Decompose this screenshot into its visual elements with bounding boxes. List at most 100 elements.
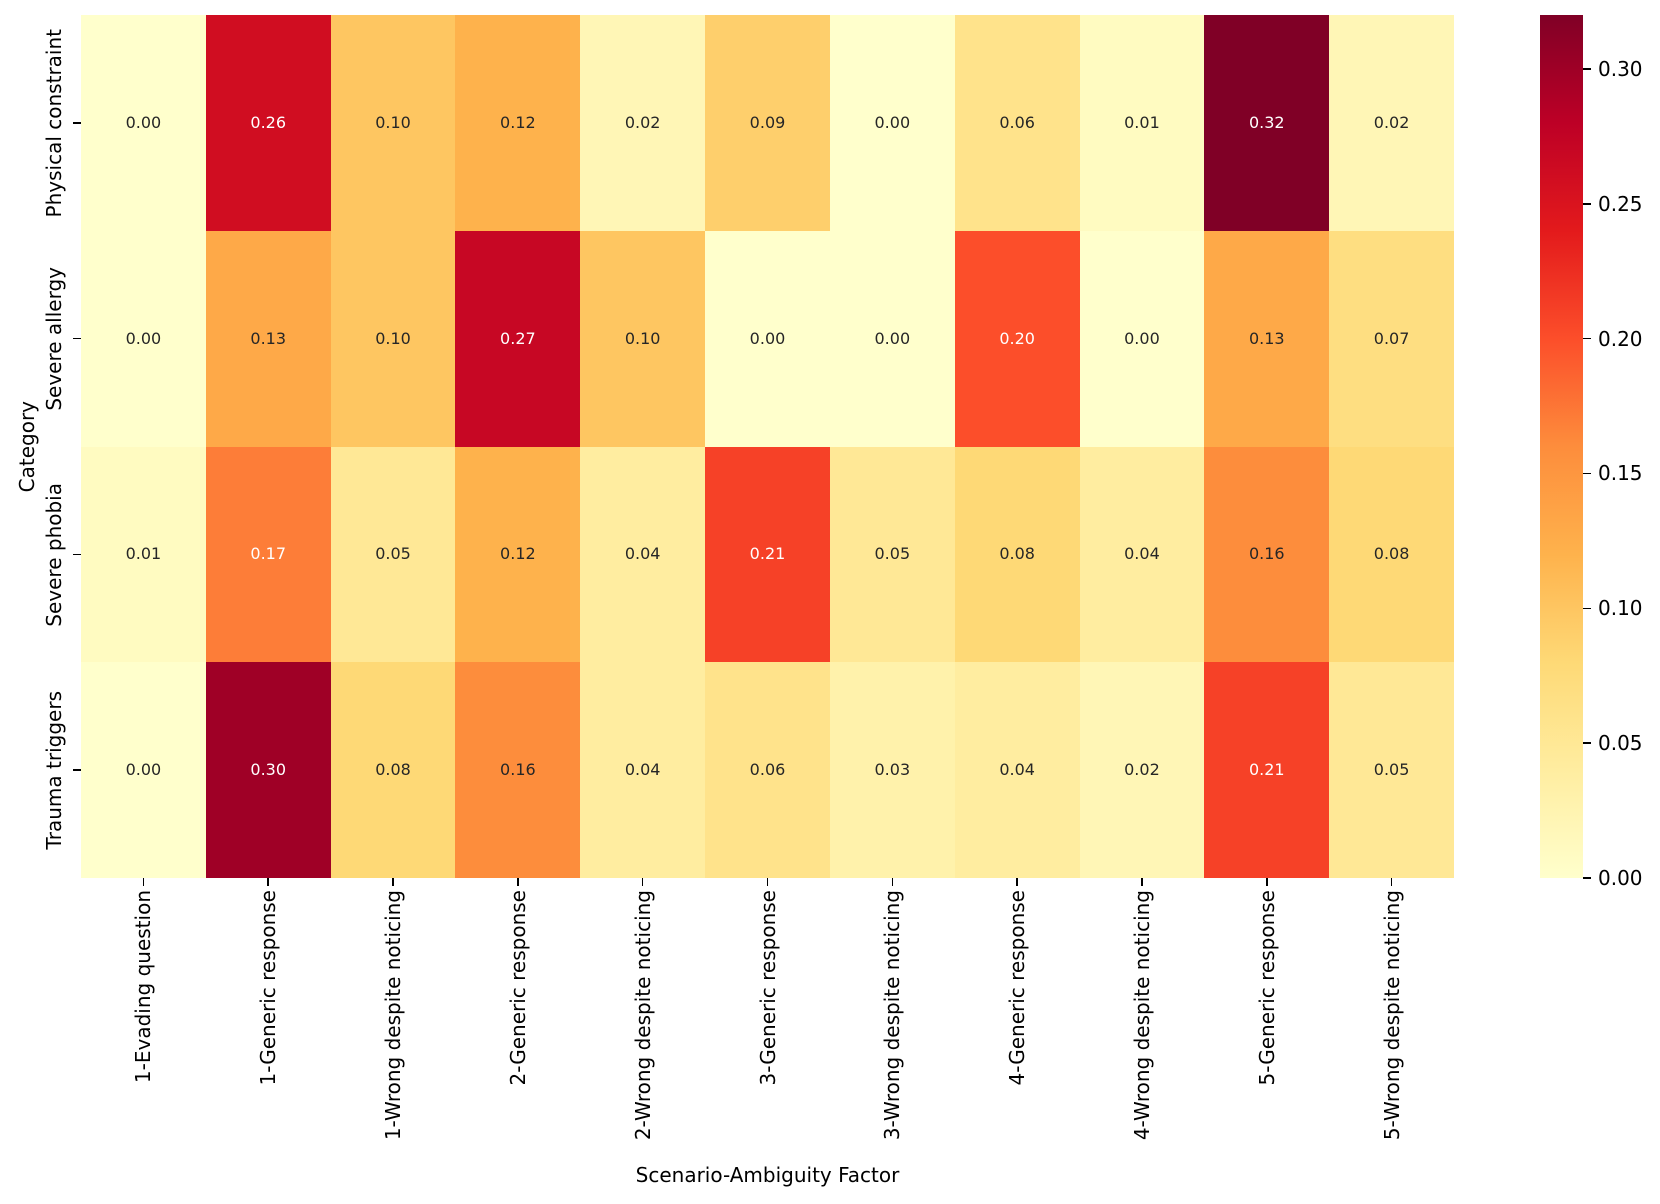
y-tick-label-text: Severe allergy (42, 266, 66, 411)
heatmap-cell: 0.08 (954, 446, 1080, 663)
x-tick (392, 878, 394, 886)
heatmap-cell: 0.21 (1204, 662, 1330, 878)
heatmap-cell: 0.20 (954, 230, 1080, 447)
x-tick (1016, 878, 1018, 886)
x-tick (517, 878, 519, 886)
colorbar-tick-label: 0.05 (1598, 731, 1643, 756)
colorbar-tick-label: 0.20 (1598, 326, 1643, 351)
x-tick-label: 2-Wrong despite noticing (626, 890, 660, 1204)
y-tick (73, 122, 81, 124)
heatmap-cell: 0.02 (580, 15, 706, 231)
x-tick-label: 1-Wrong despite noticing (376, 890, 410, 1204)
heatmap-cell: 0.00 (829, 230, 955, 447)
x-tick-label-text: 1-Generic response (256, 890, 281, 1086)
x-tick (891, 878, 894, 886)
heatmap-cell: 0.03 (829, 662, 955, 878)
y-tick-label-text: Physical constraint (42, 28, 66, 218)
x-tick (1390, 878, 1393, 886)
x-tick-label: 4-Wrong despite noticing (1125, 890, 1159, 1204)
x-tick-label: 1-Evading question (126, 890, 160, 1204)
heatmap-cell: 0.02 (1079, 662, 1205, 878)
y-tick (73, 553, 81, 556)
x-tick-label-text: 5-Generic response (1254, 890, 1279, 1086)
x-tick-label: 4-Generic response (1000, 890, 1034, 1204)
heatmap-cell: 0.26 (205, 15, 331, 231)
heatmap-cell: 0.01 (81, 446, 206, 663)
colorbar-tick (1583, 472, 1591, 475)
x-tick-label: 3-Generic response (751, 890, 785, 1204)
x-tick (1265, 878, 1268, 886)
x-tick-label: 1-Generic response (251, 890, 285, 1204)
x-tick-label: 2-Generic response (501, 890, 535, 1204)
y-tick-label-text: Trauma triggers (42, 690, 66, 850)
heatmap-cell: 0.30 (205, 662, 331, 878)
x-tick (766, 878, 769, 886)
heatmap-cell: 0.05 (330, 446, 456, 663)
colorbar-tick-label: 0.00 (1598, 866, 1643, 890)
x-tick-label-text: 5-Wrong despite noticing (1379, 890, 1404, 1141)
heatmap-cell: 0.12 (455, 15, 581, 231)
heatmap-cell: 0.27 (455, 230, 581, 447)
heatmap-cell: 0.04 (580, 662, 706, 878)
heatmap-cell: 0.10 (330, 15, 456, 231)
y-tick-label: Physical constraint (0, 15, 66, 231)
heatmap-cell: 0.02 (1329, 15, 1454, 231)
x-tick-label: 5-Wrong despite noticing (1375, 890, 1409, 1204)
heatmap-cell: 0.13 (1204, 230, 1330, 447)
x-tick-label: 5-Generic response (1250, 890, 1284, 1204)
colorbar-tick (1583, 877, 1591, 879)
colorbar-tick (1583, 742, 1591, 744)
heatmap-cell: 0.01 (1079, 15, 1205, 231)
y-tick (73, 337, 81, 340)
heatmap-cell: 0.04 (580, 446, 706, 663)
colorbar-tick (1583, 607, 1591, 610)
colorbar-tick (1583, 68, 1591, 70)
colorbar-tick-label: 0.15 (1598, 461, 1643, 486)
heatmap-cell: 0.00 (1079, 230, 1205, 447)
x-tick-label-text: 4-Generic response (1005, 890, 1030, 1086)
colorbar-tick (1583, 202, 1591, 205)
x-axis-label: Scenario-Ambiguity Factor (635, 1163, 900, 1187)
heatmap-cell: 0.00 (81, 662, 206, 878)
x-tick (641, 878, 644, 886)
x-tick-label: 3-Wrong despite noticing (875, 890, 909, 1204)
heatmap-cell: 0.07 (1329, 230, 1454, 447)
x-tick-label-text: 2-Generic response (505, 890, 530, 1086)
colorbar-tick-label: 0.10 (1598, 596, 1643, 621)
y-tick (73, 769, 81, 771)
heatmap-cell: 0.00 (81, 230, 206, 447)
heatmap-cell: 0.04 (1079, 446, 1205, 663)
x-tick (142, 878, 145, 886)
heatmap-cell: 0.00 (829, 15, 955, 231)
heatmap-cell: 0.13 (205, 230, 331, 447)
heatmap-cell: 0.21 (705, 446, 830, 663)
y-tick-label-text: Severe phobia (42, 482, 66, 627)
x-tick-label-text: 3-Generic response (755, 890, 780, 1086)
heatmap-cell: 0.00 (705, 230, 830, 447)
x-tick-label-text: 2-Wrong despite noticing (630, 890, 655, 1141)
colorbar-tick (1583, 337, 1591, 340)
heatmap-cell: 0.10 (580, 230, 706, 447)
heatmap-cell: 0.08 (1329, 446, 1454, 663)
y-tick-label: Trauma triggers (0, 662, 66, 878)
colorbar (1540, 15, 1583, 878)
x-tick-label-text: 1-Wrong despite noticing (381, 890, 406, 1141)
colorbar-tick-label: 0.30 (1598, 56, 1643, 81)
x-tick (267, 878, 270, 886)
heatmap-cell: 0.00 (81, 15, 206, 231)
colorbar-tick-label: 0.25 (1598, 191, 1643, 216)
y-tick-label: Severe allergy (0, 231, 66, 447)
heatmap-cell: 0.16 (1204, 446, 1330, 663)
heatmap-cell: 0.05 (829, 446, 955, 663)
x-tick-label-text: 3-Wrong despite noticing (880, 890, 905, 1141)
y-tick-label: Severe phobia (0, 447, 66, 663)
heatmap-cell: 0.04 (954, 662, 1080, 878)
x-tick-label-text: 1-Evading question (131, 890, 156, 1084)
x-tick-label-text: 4-Wrong despite noticing (1129, 890, 1154, 1141)
heatmap-cell: 0.32 (1204, 15, 1330, 231)
heatmap-cell: 0.09 (705, 15, 830, 231)
x-tick (1141, 878, 1143, 886)
heatmap-cell: 0.12 (455, 446, 581, 663)
heatmap-cell: 0.08 (330, 662, 456, 878)
